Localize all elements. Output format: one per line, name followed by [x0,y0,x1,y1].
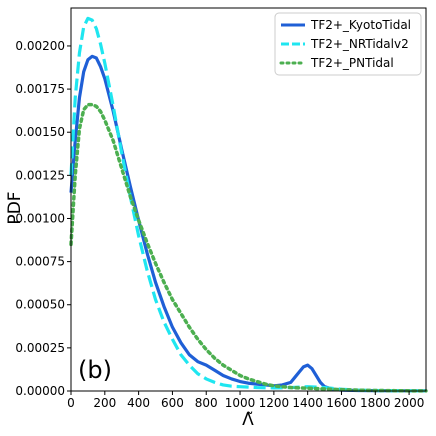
y-tick-label: 0.00150 [15,125,65,139]
x-tick-label: 0 [67,396,75,410]
x-tick-label: 1000 [225,396,256,410]
legend: TF2+_KyotoTidal TF2+_NRTidalv2 TF2+_PNTida… [274,12,422,76]
x-tick-label: 600 [161,396,184,410]
panel-label: (b) [78,356,112,384]
x-axis-ticks: 0 200 400 600 800 1000 1200 1400 1600 1800 2000 [67,391,424,410]
y-tick-label: 0.00175 [15,82,65,96]
x-tick-label: 1600 [326,396,357,410]
y-tick-label: 0.00075 [15,255,65,269]
y-tick-label: 0.00100 [15,211,65,225]
x-tick-label: 400 [127,396,150,410]
x-tick-label: 200 [93,396,116,410]
legend-label-3: TF2+_PNTidal [310,56,394,70]
legend-box [274,12,422,76]
y-axis-ticks: 0.00000 0.00025 0.00050 0.00075 0.00100 0.001… [15,39,71,398]
y-tick-label: 0.00050 [15,298,65,312]
x-tick-label: 800 [195,396,218,410]
plot-area [69,16,428,393]
y-axis-label: PDF [5,191,25,224]
x-tick-label: 1400 [292,396,323,410]
plot-frame [70,7,427,392]
series-line-1 [69,54,427,393]
x-tick-label: 1200 [259,396,290,410]
series-line-3 [69,102,428,393]
legend-label-1: TF2+_KyotoTidal [310,18,411,32]
x-tick-label: 2000 [394,396,425,410]
x-axis-label: Λ̃ [242,410,254,430]
y-tick-label: 0.00025 [15,341,65,355]
legend-label-2: TF2+_NRTidalv2 [310,37,409,51]
y-tick-label: 0.00200 [15,39,65,53]
y-tick-label: 0.00125 [15,168,65,182]
x-tick-label: 1800 [360,396,391,410]
y-tick-label: 0.00000 [15,384,65,398]
